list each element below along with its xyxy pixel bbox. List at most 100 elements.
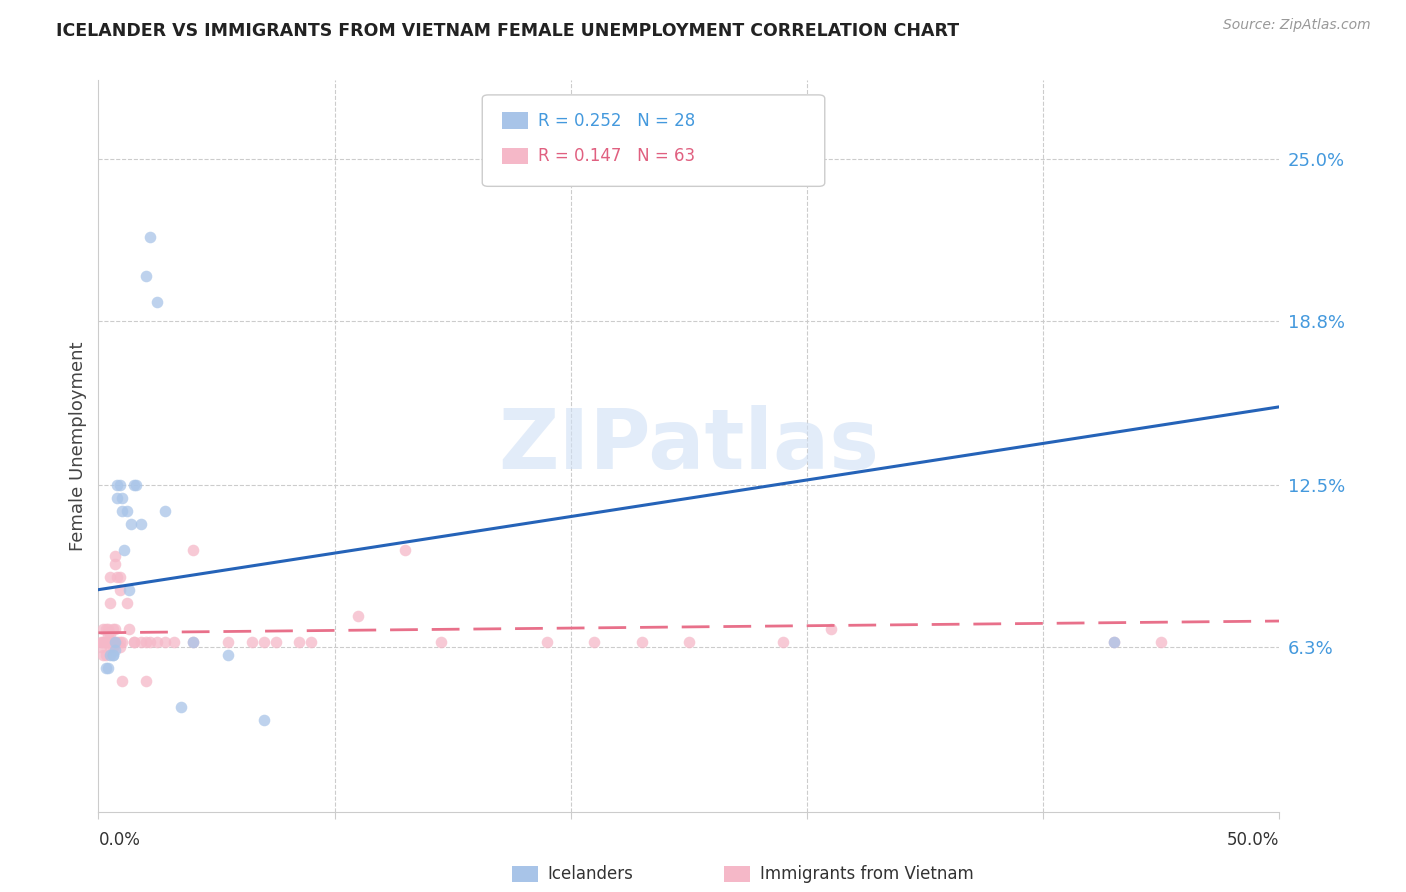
Point	[129, 635, 152, 649]
Point	[217, 648, 239, 662]
Point	[111, 504, 134, 518]
Point	[90, 635, 112, 649]
Point	[129, 517, 152, 532]
Y-axis label: Female Unemployment: Female Unemployment	[69, 342, 87, 550]
Point	[170, 700, 193, 714]
Point	[105, 635, 128, 649]
Point	[108, 635, 131, 649]
Point	[430, 635, 453, 649]
Point	[101, 648, 124, 662]
Point	[240, 635, 263, 649]
Point	[91, 648, 114, 662]
Point	[630, 635, 652, 649]
Point	[135, 674, 157, 689]
Point	[135, 635, 157, 649]
Point	[253, 714, 276, 728]
Point	[101, 648, 124, 662]
Point	[94, 648, 117, 662]
Point	[118, 622, 141, 636]
Text: ICELANDER VS IMMIGRANTS FROM VIETNAM FEMALE UNEMPLOYMENT CORRELATION CHART: ICELANDER VS IMMIGRANTS FROM VIETNAM FEM…	[56, 22, 959, 40]
Point	[264, 635, 287, 649]
FancyBboxPatch shape	[502, 112, 529, 128]
FancyBboxPatch shape	[482, 95, 825, 186]
Point	[115, 504, 138, 518]
Point	[101, 635, 124, 649]
Point	[122, 635, 145, 649]
Point	[97, 635, 120, 649]
Point	[820, 622, 842, 636]
Point	[163, 635, 186, 649]
Point	[104, 635, 127, 649]
Text: Immigrants from Vietnam: Immigrants from Vietnam	[759, 865, 973, 883]
FancyBboxPatch shape	[724, 866, 751, 882]
Point	[772, 635, 794, 649]
Point	[94, 635, 117, 649]
Text: R = 0.252   N = 28: R = 0.252 N = 28	[537, 112, 695, 129]
Point	[105, 478, 128, 492]
Point	[253, 635, 276, 649]
Point	[125, 478, 148, 492]
Point	[111, 491, 134, 506]
Point	[153, 504, 176, 518]
Point	[115, 596, 138, 610]
Point	[98, 569, 121, 583]
Point	[98, 596, 121, 610]
Text: R = 0.147   N = 63: R = 0.147 N = 63	[537, 146, 695, 165]
Point	[91, 635, 114, 649]
Point	[104, 642, 127, 657]
Point	[104, 557, 127, 571]
Point	[94, 661, 117, 675]
Text: 50.0%: 50.0%	[1227, 830, 1279, 848]
Point	[118, 582, 141, 597]
FancyBboxPatch shape	[502, 147, 529, 163]
Point	[146, 295, 169, 310]
Point	[122, 478, 145, 492]
Point	[97, 627, 120, 641]
Point	[122, 635, 145, 649]
Text: ZIPatlas: ZIPatlas	[499, 406, 879, 486]
Point	[112, 543, 135, 558]
Point	[1150, 635, 1173, 649]
Point	[135, 269, 157, 284]
Text: Source: ZipAtlas.com: Source: ZipAtlas.com	[1223, 18, 1371, 32]
Point	[394, 543, 416, 558]
Point	[1102, 635, 1125, 649]
Point	[91, 622, 114, 636]
Point	[217, 635, 239, 649]
Point	[98, 627, 121, 641]
Point	[288, 635, 311, 649]
Point	[105, 569, 128, 583]
Point	[94, 622, 117, 636]
Point	[98, 640, 121, 655]
Point	[97, 661, 120, 675]
Point	[139, 635, 162, 649]
Point	[98, 648, 121, 662]
Point	[108, 569, 131, 583]
Point	[97, 622, 120, 636]
Point	[101, 622, 124, 636]
Point	[91, 635, 114, 649]
FancyBboxPatch shape	[512, 866, 537, 882]
Point	[181, 543, 204, 558]
Point	[536, 635, 558, 649]
Point	[105, 491, 128, 506]
Text: Icelanders: Icelanders	[547, 865, 633, 883]
Point	[146, 635, 169, 649]
Point	[121, 517, 143, 532]
Point	[101, 640, 124, 655]
Point	[90, 640, 112, 655]
Point	[111, 635, 134, 649]
Point	[181, 635, 204, 649]
Point	[108, 582, 131, 597]
Point	[153, 635, 176, 649]
Point	[299, 635, 322, 649]
Point	[104, 622, 127, 636]
Point	[108, 478, 131, 492]
Point	[181, 635, 204, 649]
Point	[583, 635, 606, 649]
Point	[98, 635, 121, 649]
Point	[111, 674, 134, 689]
Point	[108, 640, 131, 655]
Point	[101, 635, 124, 649]
Point	[1102, 635, 1125, 649]
